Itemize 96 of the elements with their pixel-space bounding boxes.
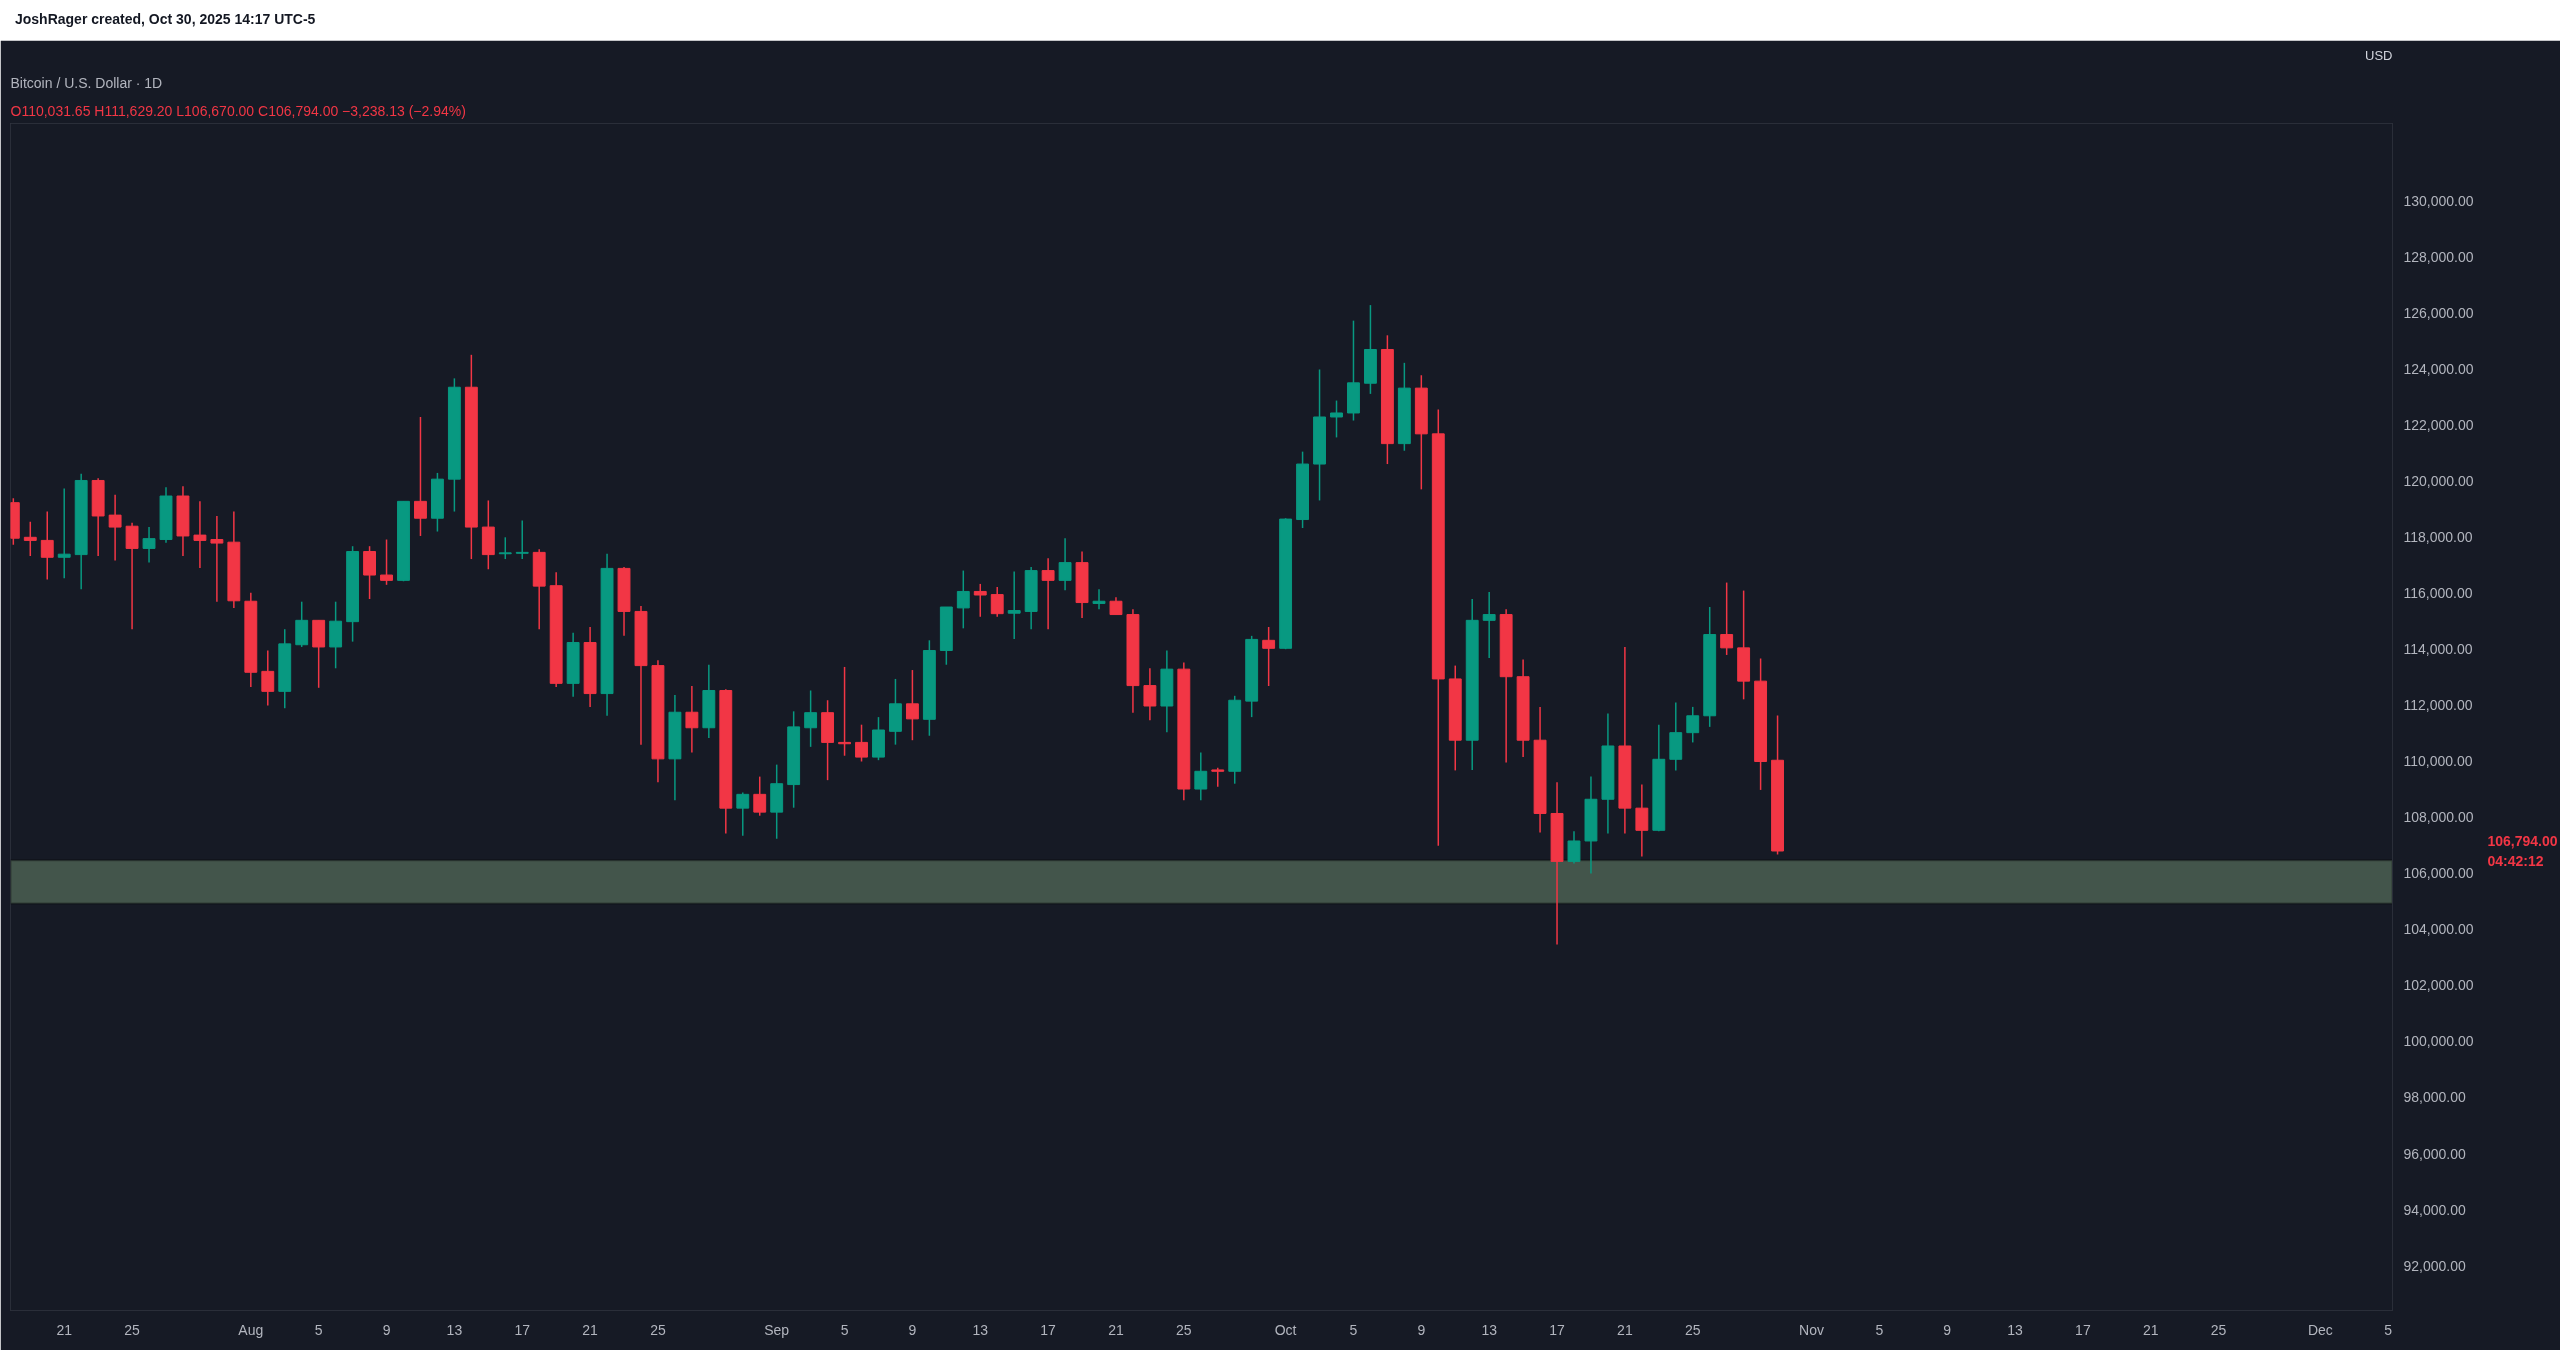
y-tick-label: 92,000.00 (2403, 1257, 2466, 1274)
candlestick (1262, 626, 1276, 687)
x-tick-label: 25 (1684, 1321, 1701, 1338)
candlestick (498, 536, 512, 560)
y-tick-label: 112,000.00 (2403, 697, 2473, 714)
x-tick-label: 13 (446, 1321, 463, 1338)
x-tick-label: Aug (238, 1321, 264, 1338)
candlestick (40, 510, 54, 581)
y-tick-label: 122,000.00 (2403, 416, 2474, 433)
x-tick-label: 21 (56, 1321, 73, 1338)
candlestick (1143, 667, 1157, 721)
text: 04:42:12 (2487, 852, 2544, 869)
y-tick-label: 100,000.00 (2403, 1033, 2474, 1050)
candlestick (736, 791, 750, 837)
candlestick (414, 416, 427, 537)
x-tick-label: 5 (314, 1321, 323, 1338)
x-tick-label: 25 (650, 1321, 666, 1338)
x-tick-label: 17 (1549, 1321, 1566, 1338)
x-tick-label: Oct (1274, 1321, 1297, 1338)
x-tick-label: 5 (840, 1321, 849, 1338)
candlestick (804, 689, 818, 748)
candlestick (261, 649, 275, 707)
x-tick-label: 21 (582, 1321, 599, 1338)
x-tick-label: 25 (2210, 1321, 2227, 1338)
candlestick (685, 685, 699, 754)
candlestick (838, 666, 851, 757)
candlestick (1720, 581, 1734, 656)
y-tick-label: 110,000.00 (2403, 753, 2473, 770)
text: 106,794.00 (2487, 833, 2558, 850)
y-tick-label: 120,000.00 (2403, 472, 2474, 489)
candlestick (108, 493, 122, 562)
chart-title: Bitcoin / U.S. Dollar · 1D (10, 74, 163, 91)
y-tick-label: 126,000.00 (2403, 304, 2474, 321)
candlestick (1211, 766, 1225, 788)
y-tick-label: 94,000.00 (2403, 1201, 2466, 1218)
candlestick (1635, 783, 1649, 858)
x-tick-label: 17 (1040, 1321, 1057, 1338)
candlestick (380, 538, 393, 586)
candlestick (1007, 570, 1021, 640)
x-tick-label: 25 (124, 1321, 141, 1338)
candlestick (905, 669, 919, 741)
candlestick (1092, 588, 1106, 610)
x-tick-label: 17 (514, 1321, 531, 1338)
candlestick (1567, 830, 1581, 865)
y-tick-label: 124,000.00 (2403, 360, 2474, 377)
x-tick-label: 9 (908, 1321, 917, 1338)
candlestick (125, 521, 139, 630)
x-tick-label: 21 (2142, 1321, 2159, 1338)
candlestick (1041, 557, 1055, 630)
candlestick (1194, 751, 1208, 801)
x-tick-label: 5 (2384, 1321, 2393, 1338)
y-tick-label: 104,000.00 (2403, 921, 2474, 938)
x-tick-label: 5 (1349, 1321, 1358, 1338)
y-tick-label: 106,000.00 (2403, 865, 2474, 882)
x-tick-label: 13 (1481, 1321, 1498, 1338)
candlestick (23, 521, 37, 557)
y-tick-label: 130,000.00 (2403, 192, 2474, 209)
x-tick-label: Dec (2307, 1321, 2333, 1338)
text: USD (2365, 47, 2393, 63)
candlestick (990, 586, 1004, 618)
candlestick (1330, 399, 1343, 439)
y-tick-label: 116,000.00 (2403, 584, 2473, 601)
x-tick-label: Nov (1799, 1321, 1824, 1338)
x-tick-label: Sep (764, 1321, 790, 1338)
x-tick-label: 9 (1943, 1321, 1952, 1338)
text: JoshRager created, Oct 30, 2025 14:17 UTC-5 (15, 10, 316, 29)
y-tick-label: 108,000.00 (2403, 809, 2474, 826)
candlestick (1686, 706, 1700, 744)
x-tick-label: 21 (1617, 1321, 1633, 1338)
candlestick (515, 519, 529, 560)
x-tick-label: 21 (1108, 1321, 1124, 1338)
candlestick (363, 545, 376, 600)
x-tick-label: 13 (972, 1321, 989, 1338)
x-tick-label: 5 (1875, 1321, 1884, 1338)
y-tick-label: 98,000.00 (2403, 1089, 2466, 1106)
x-tick-label: 9 (382, 1321, 391, 1338)
x-tick-label: 13 (2007, 1321, 2024, 1338)
candlestick (973, 583, 987, 618)
candlestick (193, 500, 207, 569)
candlestick (753, 775, 767, 817)
y-tick-label: 114,000.00 (2403, 641, 2473, 658)
chart-subtitle: O110,031.65 H111,629.20 L106,670.00 C106,794.00 −3,238.13 (−2.94%) (10, 102, 466, 119)
x-tick-label: 17 (2075, 1321, 2091, 1338)
y-tick-label: 102,000.00 (2403, 977, 2474, 994)
candlestick (210, 515, 224, 603)
candlestick (956, 569, 970, 630)
candlestick (1482, 591, 1496, 659)
candlestick (855, 723, 868, 763)
y-tick-label: 96,000.00 (2403, 1145, 2466, 1162)
y-tick-label: 128,000.00 (2403, 248, 2474, 265)
y-tick-label: 118,000.00 (2403, 528, 2473, 545)
x-tick-label: 9 (1417, 1321, 1426, 1338)
candlestick (57, 487, 71, 579)
x-tick-label: 25 (1176, 1321, 1192, 1338)
candlestick (142, 526, 156, 564)
candlestick (1058, 537, 1072, 591)
